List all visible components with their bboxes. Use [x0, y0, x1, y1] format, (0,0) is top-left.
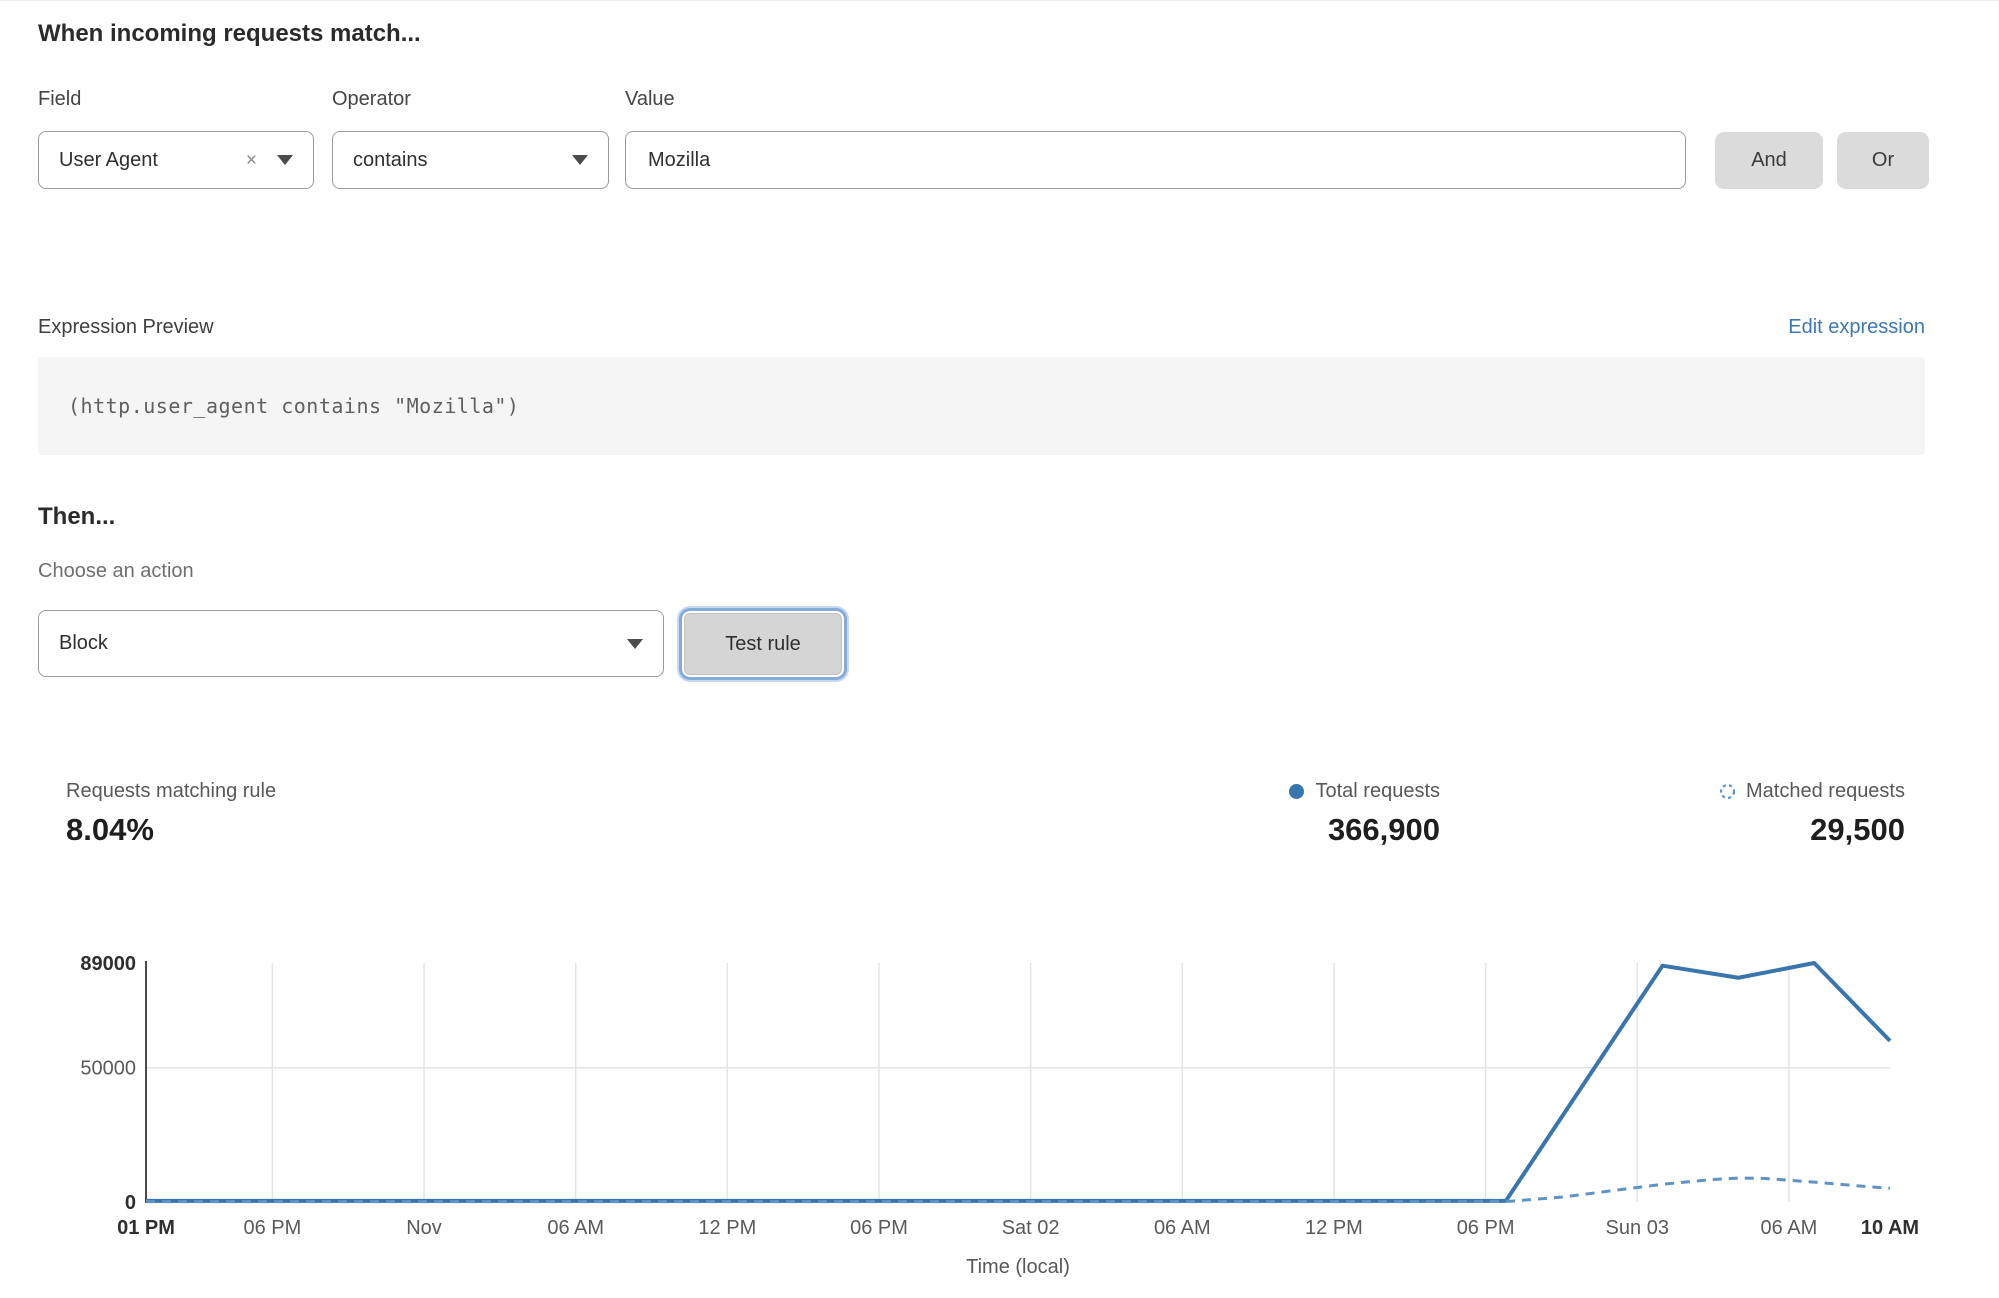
matched-requests-label: Matched requests	[1746, 780, 1905, 802]
svg-text:0: 0	[125, 1192, 136, 1214]
test-rule-button[interactable]: Test rule	[684, 613, 842, 675]
choose-action-label: Choose an action	[38, 560, 194, 582]
svg-text:50000: 50000	[80, 1058, 136, 1080]
operator-select-value: contains	[353, 148, 428, 171]
requests-matching-value: 8.04%	[66, 812, 154, 847]
action-select-value: Block	[59, 632, 108, 654]
requests-chart: 0 50000 89000 01 PM 06 PM Nov 06 AM 12 PM 06 PM S…	[0, 945, 1999, 1293]
expression-code: (http.user_agent contains "Mozilla")	[68, 394, 520, 418]
svg-text:06 AM: 06 AM	[1154, 1217, 1211, 1239]
value-input[interactable]: Mozilla	[625, 131, 1686, 189]
requests-matching-label: Requests matching rule	[66, 780, 277, 802]
requests-matching-stat: Requests matching rule 8.04%	[66, 780, 276, 848]
field-select-value: User Agent	[59, 148, 158, 171]
operator-select[interactable]: contains	[332, 131, 609, 189]
caret-down-icon	[572, 155, 588, 165]
svg-text:Nov: Nov	[406, 1217, 442, 1239]
svg-text:06 PM: 06 PM	[850, 1217, 908, 1239]
svg-text:Sun 03: Sun 03	[1606, 1217, 1669, 1239]
svg-text:06 PM: 06 PM	[243, 1217, 301, 1239]
svg-text:10 AM: 10 AM	[1861, 1217, 1919, 1239]
clear-icon[interactable]: ×	[245, 149, 257, 171]
dashed-circle-icon	[1719, 783, 1736, 800]
matched-requests-stat: Matched requests 29,500	[1719, 780, 1905, 848]
field-label: Field	[38, 88, 82, 110]
page-title: When incoming requests match...	[38, 20, 421, 47]
requests-chart-svg: 0 50000 89000 01 PM 06 PM Nov 06 AM 12 PM 06 PM S…	[80, 953, 1919, 1278]
value-label: Value	[625, 88, 675, 110]
and-button[interactable]: And	[1715, 132, 1823, 189]
svg-text:12 PM: 12 PM	[698, 1217, 756, 1239]
total-requests-label: Total requests	[1315, 780, 1440, 802]
edit-expression-link[interactable]: Edit expression	[1788, 316, 1925, 338]
caret-down-icon	[627, 638, 643, 649]
top-divider	[0, 0, 1999, 1]
total-requests-legend-icon	[1289, 784, 1305, 799]
svg-text:Sat 02: Sat 02	[1002, 1217, 1060, 1239]
matched-requests-value: 29,500	[1810, 812, 1905, 847]
expression-preview-label: Expression Preview	[38, 316, 214, 338]
total-requests-value: 366,900	[1327, 812, 1440, 847]
svg-text:06 PM: 06 PM	[1457, 1217, 1515, 1239]
or-button[interactable]: Or	[1837, 132, 1929, 189]
matched-requests-legend-icon	[1719, 783, 1736, 800]
value-input-text: Mozilla	[648, 148, 711, 171]
field-select[interactable]: User Agent ×	[38, 131, 314, 189]
svg-text:01 PM: 01 PM	[117, 1217, 175, 1239]
svg-text:06 AM: 06 AM	[1761, 1217, 1818, 1239]
svg-text:12 PM: 12 PM	[1305, 1217, 1363, 1239]
expression-preview-box: (http.user_agent contains "Mozilla")	[38, 357, 1925, 455]
action-select[interactable]: Block	[38, 610, 664, 677]
operator-label: Operator	[332, 88, 411, 110]
caret-down-icon	[277, 155, 293, 165]
solid-dot-icon	[1289, 784, 1305, 799]
svg-text:06 AM: 06 AM	[547, 1217, 604, 1239]
total-requests-stat: Total requests 366,900	[1288, 780, 1440, 848]
svg-text:89000: 89000	[80, 953, 136, 975]
then-title: Then...	[38, 503, 116, 530]
svg-text:Time (local): Time (local)	[966, 1256, 1070, 1278]
